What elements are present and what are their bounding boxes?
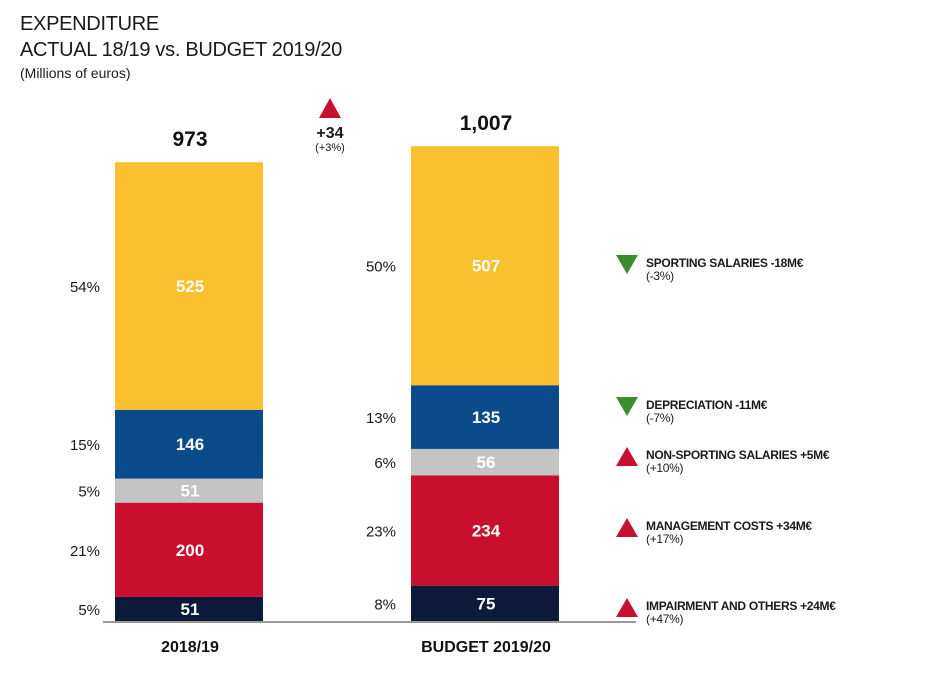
legend-label: DEPRECIATION -11M€ <box>646 398 768 412</box>
segment-pct-label: 23% <box>366 523 396 540</box>
increase-triangle-icon <box>616 598 638 617</box>
chart-subtitle: ACTUAL 18/19 vs. BUDGET 2019/20 <box>20 39 342 61</box>
category-label: 2018/19 <box>161 639 219 656</box>
bar-total-label: 1,007 <box>460 112 513 135</box>
segment-pct-label: 13% <box>366 410 396 427</box>
legend-pct: (+47%) <box>646 612 684 626</box>
category-label: BUDGET 2019/20 <box>421 639 551 656</box>
chart-title: EXPENDITURE <box>20 13 159 35</box>
bar-segment <box>115 409 263 479</box>
legend-item-management-costs: MANAGEMENT COSTS +34M€ (+17%) <box>616 518 812 546</box>
difference-pct: (+3%) <box>315 142 345 154</box>
legend-pct: (+10%) <box>646 461 684 475</box>
bar-segment <box>411 385 559 449</box>
segment-pct-label: 8% <box>374 596 396 613</box>
bar-segment <box>411 448 559 476</box>
increase-triangle-icon <box>616 447 638 466</box>
difference-indicator: +34 (+3%) <box>300 98 360 154</box>
segment-pct-label: 5% <box>78 484 100 501</box>
chart-units: (Millions of euros) <box>20 65 131 81</box>
legend-label: NON-SPORTING SALARIES +5M€ <box>646 448 830 462</box>
segment-value-label: 200 <box>176 541 204 560</box>
bar-segment <box>411 146 559 386</box>
bar-segment <box>115 596 263 621</box>
segment-value-label: 525 <box>176 277 204 296</box>
legend-item-depreciation: DEPRECIATION -11M€ (-7%) <box>616 397 768 425</box>
segment-pct-label: 6% <box>374 455 396 472</box>
legend-label: SPORTING SALARIES -18M€ <box>646 256 804 270</box>
segment-value-label: 51 <box>181 600 200 619</box>
legend-label: IMPAIRMENT AND OTHERS +24M€ <box>646 599 836 613</box>
segment-pct-label: 54% <box>70 279 100 296</box>
segment-pct-label: 5% <box>78 602 100 619</box>
difference-value: +34 <box>316 125 344 142</box>
legend-item-sporting-salaries: SPORTING SALARIES -18M€ (-3%) <box>616 255 804 283</box>
bar-segment <box>411 585 559 621</box>
legend-pct: (+17%) <box>646 532 684 546</box>
legend-item-impairment-and-others: IMPAIRMENT AND OTHERS +24M€ (+47%) <box>616 598 836 626</box>
segment-pct-label: 21% <box>70 543 100 560</box>
legend-pct: (-7%) <box>646 411 674 425</box>
bar-segment <box>411 475 559 586</box>
segment-value-label: 234 <box>472 521 501 540</box>
decrease-triangle-icon <box>616 255 638 274</box>
increase-triangle-icon <box>616 518 638 537</box>
bar-total-label: 973 <box>172 128 207 151</box>
legend-item-non-sporting-salaries: NON-SPORTING SALARIES +5M€ (+10%) <box>616 447 830 475</box>
legend-pct: (-3%) <box>646 269 674 283</box>
segment-value-label: 75 <box>477 594 496 613</box>
segment-value-label: 507 <box>472 257 500 276</box>
segment-value-label: 51 <box>181 482 200 501</box>
legend-label: MANAGEMENT COSTS +34M€ <box>646 519 812 533</box>
segment-pct-label: 50% <box>366 259 396 276</box>
bar-segment <box>115 478 263 503</box>
bar-segment <box>115 502 263 597</box>
decrease-triangle-icon <box>616 397 638 416</box>
segment-value-label: 135 <box>472 408 500 427</box>
increase-triangle-icon <box>319 98 341 118</box>
segment-value-label: 146 <box>176 435 204 454</box>
bar-segment <box>115 162 263 410</box>
segment-value-label: 56 <box>477 453 496 472</box>
segment-pct-label: 15% <box>70 437 100 454</box>
